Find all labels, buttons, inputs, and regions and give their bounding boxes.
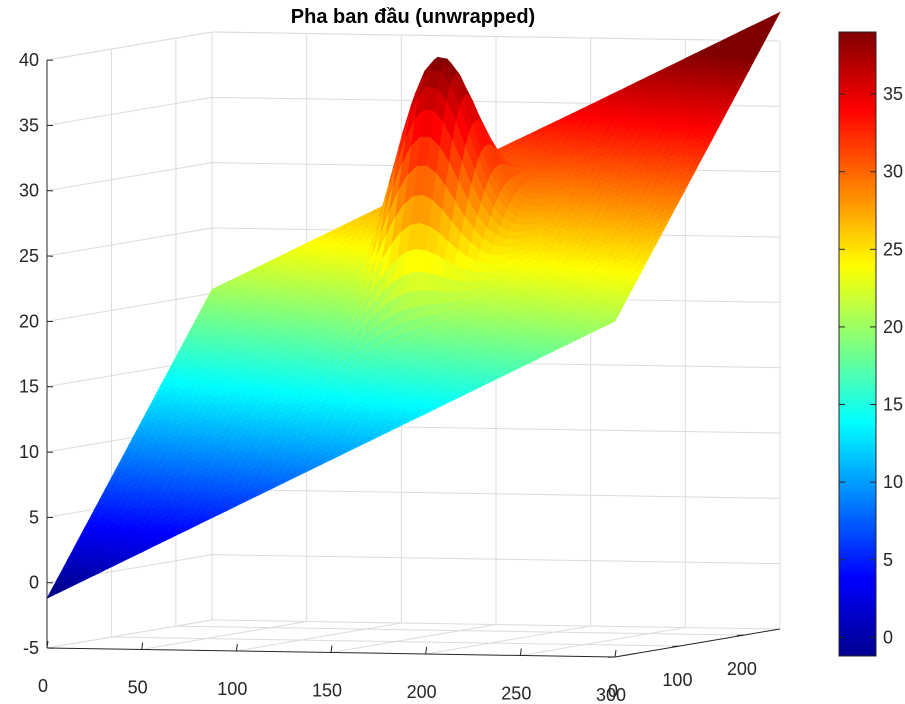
z-tick-label: 20 [19, 311, 39, 331]
x-tick-label: 50 [128, 678, 148, 698]
z-tick-label: 30 [19, 181, 39, 201]
grid-line [46, 96, 213, 126]
x-tick-mark [330, 645, 333, 653]
x-tick-mark [46, 640, 49, 649]
x-tick-label: 200 [407, 682, 437, 702]
grid-line [141, 621, 307, 650]
y-tick-label: 200 [727, 659, 757, 679]
grid-line [425, 625, 591, 655]
z-tick-label: 15 [19, 377, 39, 397]
surface-patch [46, 586, 61, 599]
z-tick-label: 10 [19, 442, 39, 462]
y-axis: 0 100 200 [607, 628, 781, 701]
grid-line [330, 624, 497, 653]
grid-line [111, 636, 680, 647]
grid-line [175, 625, 744, 636]
z-tick-label: 35 [19, 115, 39, 135]
colorbar-tick-label: 5 [883, 550, 893, 570]
z-tick-label: 40 [19, 50, 39, 70]
z-tick-label: 0 [29, 573, 39, 593]
grid-line [46, 227, 213, 257]
x-tick-mark [614, 649, 617, 658]
y-tick-label: 100 [662, 670, 692, 690]
y-tick-label: 0 [608, 681, 618, 701]
x-tick-label: 0 [38, 676, 48, 696]
colorbar-tick-label: 35 [883, 84, 903, 104]
x-tick-mark [425, 646, 428, 655]
grid-line [211, 31, 781, 42]
x-tick-label: 100 [217, 679, 247, 699]
surface [46, 11, 781, 599]
colorbar-tick-label: 30 [883, 162, 903, 182]
colorbar: 0 5 10 15 20 25 30 35 [838, 31, 903, 657]
colorbar-tick-label: 10 [883, 472, 903, 492]
x-tick-mark [141, 642, 144, 650]
z-tick-label: 5 [29, 507, 39, 527]
x-tick-mark [519, 648, 522, 656]
x-tick-label: 250 [501, 684, 531, 704]
colorbar-gradient [838, 31, 877, 657]
z-tick-label: -5 [23, 638, 39, 658]
colorbar-tick-label: 15 [883, 395, 903, 415]
chart-title: Pha ban đầu (unwrapped) [291, 6, 535, 28]
x-tick-mark [235, 643, 238, 652]
colorbar-tick-label: 25 [883, 239, 903, 259]
grid-line [520, 627, 686, 656]
y-axis-line [614, 628, 781, 658]
grid-line [236, 622, 402, 652]
colorbar-tick-label: 0 [883, 627, 893, 647]
x-tick-label: 300 [596, 685, 626, 704]
x-tick-label: 150 [312, 681, 342, 701]
z-tick-label: 25 [19, 246, 39, 266]
z-axis: -5 0 5 10 15 20 25 30 35 40 [19, 50, 54, 658]
x-axis: 0 50 100 150 200 250 300 [38, 640, 626, 704]
grid-line [46, 292, 213, 322]
grid-line [46, 162, 213, 192]
grid-line [46, 619, 213, 649]
grid-line [46, 31, 213, 61]
colorbar-tick-label: 20 [883, 317, 903, 337]
